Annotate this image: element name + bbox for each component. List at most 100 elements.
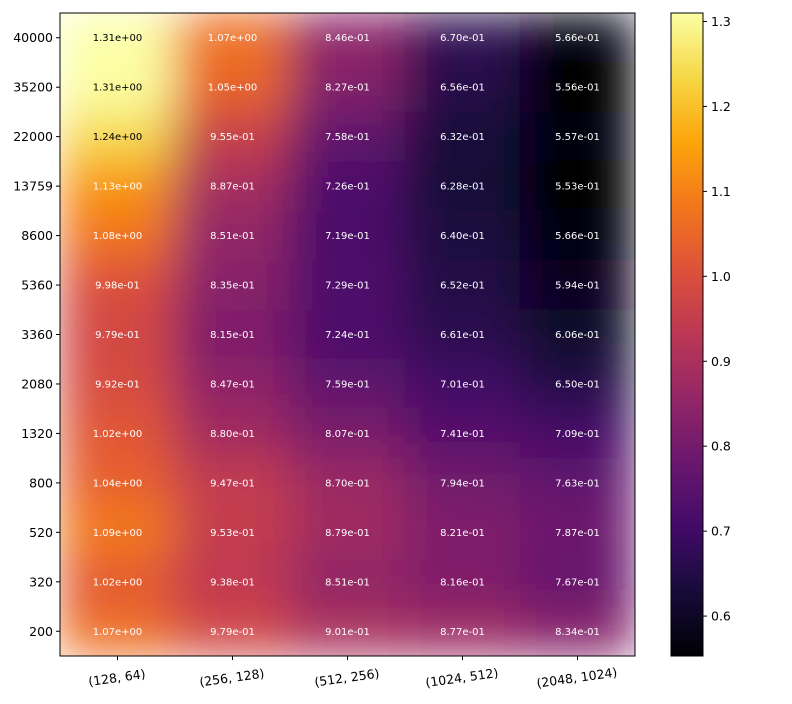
cell-value-label: 8.51e-01: [325, 577, 370, 588]
colorbar-frame: [670, 12, 704, 657]
cell-value-label: 9.01e-01: [325, 627, 370, 638]
heatmap-cell: [60, 61, 176, 113]
cell-value-label: 1.07e+00: [208, 33, 258, 44]
y-tick-label: 1320: [21, 426, 53, 441]
cell-value-label: 6.50e-01: [555, 379, 600, 390]
heatmap-cell: [289, 160, 406, 212]
y-tick-label: 22000: [13, 129, 53, 144]
colorbar-tick-label: 0.7: [711, 524, 731, 539]
x-tick-label: (256, 128): [198, 666, 265, 690]
heatmap-cell: [60, 111, 176, 162]
plot-area: [60, 13, 635, 656]
y-tick-label: 8600: [21, 228, 53, 243]
cell-value-label: 6.40e-01: [440, 231, 485, 242]
cell-value-label: 7.67e-01: [555, 577, 600, 588]
heatmap-cell: [289, 61, 406, 113]
cell-value-label: 5.94e-01: [555, 281, 600, 292]
heatmap-cell: [174, 408, 291, 459]
cell-value-label: 9.92e-01: [95, 379, 140, 390]
cell-value-label: 1.08e+00: [93, 231, 143, 242]
cell-value-label: 7.87e-01: [555, 528, 600, 539]
heatmap-cell: [60, 556, 176, 608]
cell-value-label: 8.47e-01: [210, 379, 255, 390]
cell-value-label: 8.80e-01: [210, 429, 255, 440]
cell-value-label: 5.66e-01: [555, 33, 600, 44]
heatmap-cell: [289, 606, 406, 656]
heatmap-cell: [174, 606, 291, 656]
colorbar-tick-label: 1.0: [711, 269, 731, 284]
heatmap-cell: [289, 556, 406, 608]
cell-value-label: 7.63e-01: [555, 478, 600, 489]
cell-value-label: 1.13e+00: [93, 182, 143, 193]
heatmap-cell: [404, 457, 521, 509]
heatmap-cells: [60, 13, 635, 656]
heatmap-cell: [519, 309, 635, 360]
heatmap-cell: [60, 259, 176, 311]
heatmap-cell: [404, 309, 521, 360]
heatmap-cell: [174, 457, 291, 509]
heatmap-cell: [60, 507, 176, 558]
x-tick-label: (128, 64): [87, 666, 146, 689]
cell-value-label: 5.66e-01: [555, 231, 600, 242]
heatmap-cell: [60, 408, 176, 459]
cell-value-label: 8.34e-01: [555, 627, 600, 638]
cell-value-label: 1.05e+00: [208, 83, 258, 94]
heatmap-cell: [404, 606, 521, 656]
heatmap-cell: [404, 259, 521, 311]
colorbar-tick-label: 1.1: [711, 184, 731, 199]
heatmap-cell: [519, 111, 635, 162]
cell-value-label: 9.79e-01: [95, 330, 140, 341]
cell-value-label: 8.70e-01: [325, 478, 370, 489]
heatmap-cell: [404, 61, 521, 113]
cell-value-label: 1.02e+00: [93, 429, 143, 440]
y-tick-label: 40000: [13, 30, 53, 45]
cell-value-label: 8.07e-01: [325, 429, 370, 440]
colorbar-ticks: 0.6 0.7 0.8 0.9 1.0 1.1 1.2 1.3: [703, 14, 731, 624]
cell-value-label: 6.61e-01: [440, 330, 485, 341]
cell-value-label: 1.07e+00: [93, 627, 143, 638]
colorbar-tick-label: 0.6: [711, 609, 731, 624]
y-tick-label: 3360: [21, 327, 53, 342]
cell-value-label: 7.01e-01: [440, 379, 485, 390]
heatmap-cell: [519, 210, 635, 261]
cell-value-label: 8.27e-01: [325, 83, 370, 94]
heatmap-cell: [174, 556, 291, 608]
cell-value-label: 8.77e-01: [440, 627, 485, 638]
heatmap-cell: [289, 13, 406, 63]
cell-value-label: 7.94e-01: [440, 478, 485, 489]
heatmap-cell: [289, 358, 406, 410]
heatmap-cell: [289, 111, 406, 162]
y-tick-label: 320: [29, 574, 53, 589]
heatmap-cell: [404, 160, 521, 212]
cell-value-label: 7.24e-01: [325, 330, 370, 341]
cell-value-label: 1.04e+00: [93, 478, 143, 489]
cell-value-label: 1.24e+00: [93, 132, 143, 143]
heatmap-cell: [174, 111, 291, 162]
y-axis: 40000 35200 22000 13759 8600 5360 3360 2080 1320…: [13, 30, 60, 639]
y-tick-label: 2080: [21, 376, 53, 391]
heatmap-cell: [404, 210, 521, 261]
heatmap-cell: [60, 13, 176, 63]
heatmap-cell: [519, 606, 635, 656]
x-tick-label: (512, 256): [313, 666, 380, 690]
cell-value-label: 9.79e-01: [210, 627, 255, 638]
heatmap-cell: [519, 61, 635, 113]
cell-value-label: 8.35e-01: [210, 281, 255, 292]
heatmap-cell: [289, 457, 406, 509]
cell-value-label: 6.32e-01: [440, 132, 485, 143]
heatmap-cell: [404, 507, 521, 558]
y-tick-label: 13759: [13, 179, 53, 194]
cell-value-label: 1.31e+00: [93, 83, 143, 94]
heatmap-cell: [289, 210, 406, 261]
cell-value-label: 8.15e-01: [210, 330, 255, 341]
heatmap-cell: [289, 408, 406, 459]
colorbar-tick-label: 0.9: [711, 354, 731, 369]
heatmap-cell: [519, 408, 635, 459]
cell-value-label: 1.09e+00: [93, 528, 143, 539]
cell-value-label: 7.58e-01: [325, 132, 370, 143]
heatmap-cell: [519, 556, 635, 608]
cell-value-label: 9.38e-01: [210, 577, 255, 588]
cell-value-label: 7.41e-01: [440, 429, 485, 440]
y-tick-label: 5360: [21, 278, 53, 293]
